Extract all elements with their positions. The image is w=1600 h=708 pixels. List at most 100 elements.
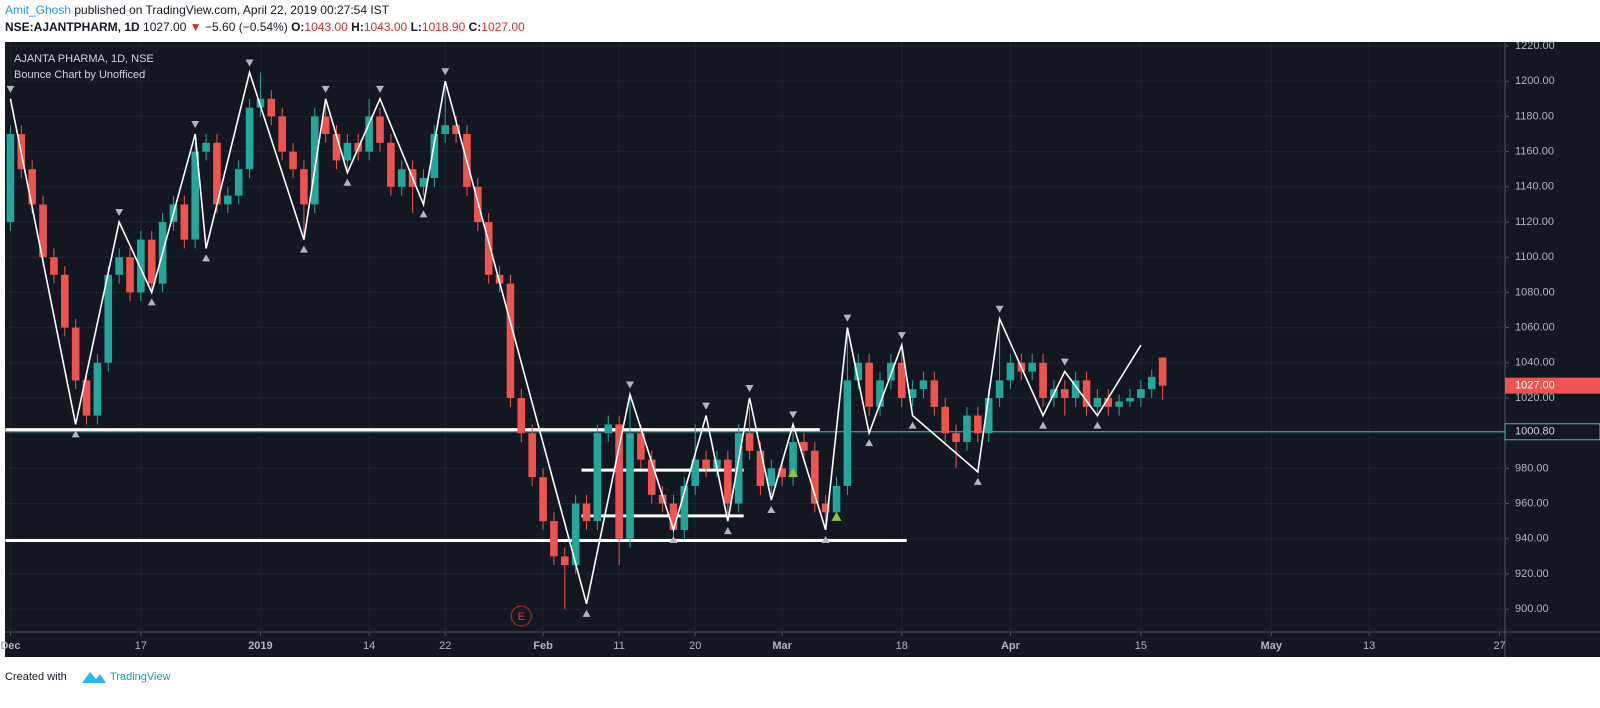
candle-body bbox=[941, 406, 950, 434]
candle-body bbox=[332, 134, 341, 161]
price-line-tag bbox=[1504, 423, 1600, 441]
y-tick-label: 920.00 bbox=[1515, 568, 1549, 580]
pivot-marker bbox=[419, 210, 428, 218]
candle-body bbox=[300, 169, 308, 205]
pivot-marker bbox=[669, 535, 678, 543]
candle-body bbox=[104, 274, 113, 363]
x-tick-label: 22 bbox=[439, 640, 451, 652]
candle-body bbox=[224, 195, 232, 205]
candle-body bbox=[800, 441, 808, 451]
candle-body bbox=[1028, 362, 1036, 372]
x-tick-label: 13 bbox=[1363, 640, 1375, 652]
candle-body bbox=[71, 327, 80, 381]
candle-body bbox=[593, 433, 602, 522]
pivot-marker bbox=[973, 477, 982, 485]
candle-body bbox=[702, 459, 710, 469]
candle-body bbox=[289, 151, 297, 170]
pivot-marker bbox=[723, 527, 732, 535]
x-tick-label: 17 bbox=[135, 640, 147, 652]
candle-body bbox=[539, 477, 547, 522]
candle-body bbox=[430, 134, 439, 179]
candle-body bbox=[713, 459, 721, 469]
footer-brand[interactable]: TradingView bbox=[110, 671, 171, 683]
buy-signal bbox=[831, 511, 842, 521]
candle-body bbox=[604, 424, 613, 434]
price-line-label: 1000.80 bbox=[1515, 426, 1555, 438]
candle-body bbox=[734, 433, 743, 504]
candle-body bbox=[180, 204, 189, 240]
candle-body bbox=[1006, 362, 1015, 381]
pivot-marker bbox=[767, 506, 776, 514]
pivot-marker bbox=[1060, 358, 1069, 366]
candle-body bbox=[321, 116, 330, 135]
pivot-marker bbox=[1039, 421, 1048, 429]
l-label: L: bbox=[411, 20, 422, 34]
candle-body bbox=[50, 257, 58, 275]
x-tick-label: May bbox=[1261, 640, 1283, 652]
candle-body bbox=[6, 134, 15, 223]
plot: 900.00920.00940.00960.00980.001000.00102… bbox=[0, 40, 1554, 652]
x-tick-label: 2019 bbox=[248, 640, 272, 652]
y-tick-label: 940.00 bbox=[1515, 533, 1549, 545]
candle-body bbox=[854, 362, 863, 381]
author[interactable]: Amit_Ghosh bbox=[5, 3, 71, 17]
candle-body bbox=[919, 380, 928, 390]
x-tick-label: Dec bbox=[0, 640, 20, 652]
candle-body bbox=[669, 503, 678, 530]
candle-body bbox=[93, 362, 102, 416]
candle-body bbox=[126, 257, 134, 293]
candle-body bbox=[245, 107, 254, 170]
candle-body bbox=[1071, 380, 1080, 398]
candle-body bbox=[865, 362, 873, 407]
candle-body bbox=[810, 450, 819, 504]
y-tick-label: 1040.00 bbox=[1515, 357, 1555, 369]
change: −5.60 (−0.54%) bbox=[205, 20, 288, 34]
candle-body bbox=[789, 441, 797, 478]
candle-body bbox=[930, 380, 939, 407]
pivot-marker bbox=[702, 402, 711, 410]
candle-body bbox=[691, 459, 700, 486]
pivot-marker bbox=[626, 381, 634, 389]
x-tick-label: 15 bbox=[1135, 640, 1147, 652]
x-tick-label: Mar bbox=[772, 640, 792, 652]
candle-body bbox=[984, 397, 993, 434]
candle-body bbox=[560, 556, 569, 566]
y-tick-label: 960.00 bbox=[1515, 497, 1549, 509]
pivot-marker bbox=[245, 59, 254, 67]
o-value: 1043.00 bbox=[304, 20, 348, 34]
candle-body bbox=[767, 468, 776, 486]
candle-body bbox=[843, 380, 852, 486]
pivot-marker bbox=[376, 85, 384, 93]
published: published on TradingView.com, April 22, … bbox=[71, 3, 390, 17]
pivot-marker bbox=[147, 298, 156, 306]
earnings-label: E bbox=[518, 611, 525, 623]
chart-bg bbox=[5, 42, 1600, 657]
candle-body bbox=[419, 178, 428, 187]
candle-body bbox=[1093, 397, 1102, 407]
pivot-marker bbox=[995, 305, 1004, 313]
pivot-marker bbox=[908, 421, 917, 429]
candle-body bbox=[137, 239, 145, 293]
candle-body bbox=[506, 283, 515, 398]
h-label: H: bbox=[351, 20, 364, 34]
candle-body bbox=[832, 485, 841, 513]
candle-body bbox=[452, 125, 460, 135]
candle-body bbox=[1137, 389, 1145, 398]
candle-body bbox=[387, 142, 395, 187]
last-price-label: 1027.00 bbox=[1515, 380, 1555, 392]
candle-body bbox=[397, 169, 406, 187]
y-tick-label: 1160.00 bbox=[1515, 146, 1554, 158]
candle-body bbox=[550, 521, 558, 557]
arrow: ▼ bbox=[190, 20, 202, 34]
symbol: NSE:AJANTPHARM, 1D bbox=[5, 20, 140, 34]
y-tick-label: 1120.00 bbox=[1515, 216, 1554, 228]
pivot-marker bbox=[191, 121, 200, 129]
candle-body bbox=[658, 494, 667, 504]
y-tick-label: 980.00 bbox=[1515, 462, 1549, 474]
candle-body bbox=[582, 503, 591, 522]
footer-created: Created with bbox=[5, 671, 67, 683]
y-tick-label: 1220.00 bbox=[1515, 40, 1555, 52]
candle-body bbox=[39, 204, 47, 258]
candle-body bbox=[1147, 376, 1156, 390]
